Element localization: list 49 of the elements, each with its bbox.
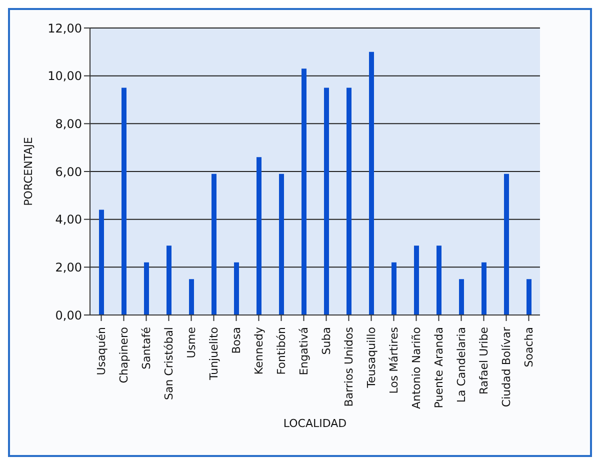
- x-tick-label: Tunjuelito: [208, 326, 221, 381]
- x-tick-label: Kennedy: [252, 326, 266, 375]
- x-tick-label: Usme: [185, 326, 198, 358]
- x-tick-label: Engativá: [298, 327, 311, 376]
- bar: [302, 68, 306, 315]
- bar: [189, 279, 194, 315]
- x-tick-label: San Cristóbal: [162, 327, 176, 400]
- y-tick-label: 8,00: [55, 116, 82, 131]
- bar: [144, 262, 149, 315]
- y-tick-label: 4,00: [55, 212, 82, 227]
- x-tick-label: Bosa: [230, 327, 244, 354]
- bar: [369, 52, 374, 315]
- x-tick-label: Los Mártires: [388, 326, 401, 394]
- x-tick-label: Fontibón: [275, 326, 288, 375]
- bar: [392, 262, 396, 315]
- bar: [99, 210, 104, 315]
- bar: [346, 88, 352, 315]
- y-tick-label: 2,00: [55, 260, 82, 274]
- x-tick-label: Antonio Nariño: [410, 326, 424, 410]
- bar: [324, 88, 329, 315]
- bar: [459, 279, 464, 315]
- y-tick-label: 12,00: [48, 21, 82, 36]
- x-tick-label: La Candelaria: [455, 327, 468, 403]
- y-axis-title: PORCENTAJE: [22, 137, 35, 206]
- bar: [256, 157, 262, 315]
- bar: [436, 246, 442, 315]
- y-tick-label: 6,00: [55, 164, 82, 179]
- x-tick-label: Rafael Uribe: [478, 326, 491, 394]
- bar: [279, 174, 284, 315]
- x-axis-title: LOCALIDAD: [283, 417, 347, 430]
- x-tick-label: Chapinero: [118, 326, 131, 384]
- bar: [414, 246, 419, 315]
- x-tick-label: Santafé: [140, 326, 154, 370]
- x-tick-label: Suba: [320, 327, 334, 355]
- x-tick-label: Ciudad Bolívar: [500, 326, 514, 408]
- bar: [212, 174, 216, 315]
- x-tick-label: Usaquén: [95, 326, 108, 376]
- y-tick-label: 0,00: [55, 308, 82, 322]
- y-tick-label: 10,00: [48, 69, 82, 84]
- bar: [526, 279, 532, 315]
- x-tick-label: Barrios Unidos: [342, 326, 356, 407]
- bar: [504, 174, 509, 315]
- bar: [482, 262, 486, 315]
- x-tick-label: Puente Aranda: [432, 327, 446, 408]
- bar: [166, 246, 172, 315]
- x-tick-label: Teusaquillo: [365, 326, 378, 389]
- x-tick-label: Soacha: [522, 327, 536, 368]
- bar: [234, 262, 239, 315]
- bar: [122, 88, 126, 315]
